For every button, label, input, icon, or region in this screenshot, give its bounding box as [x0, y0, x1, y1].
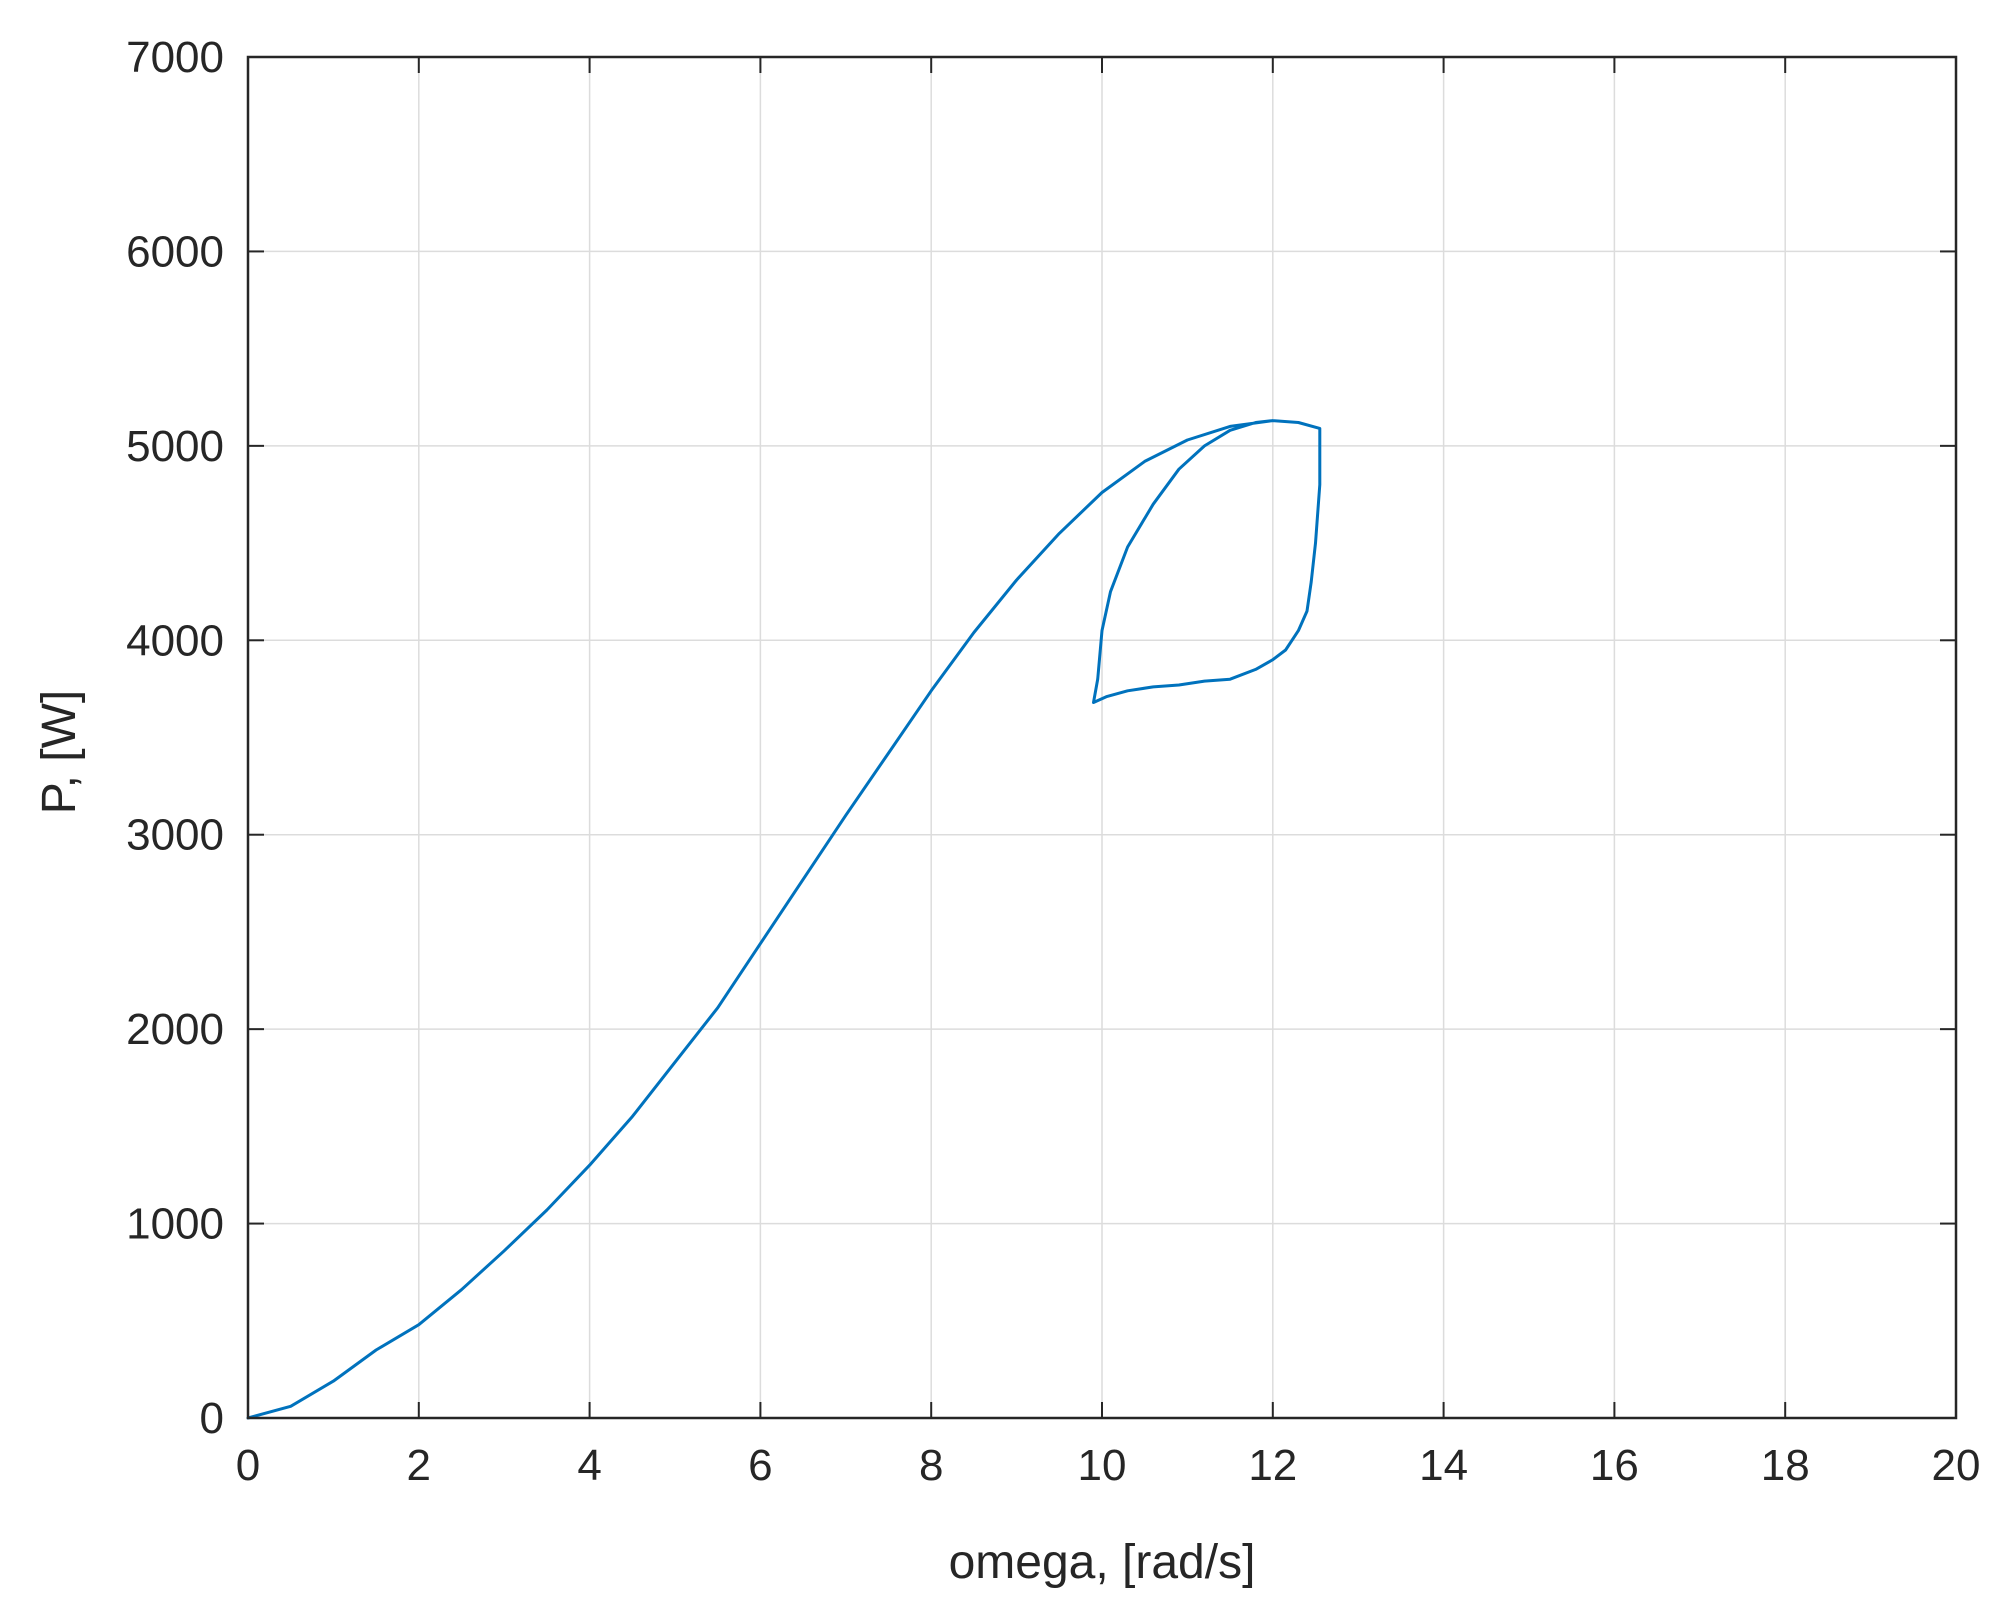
x-axis-label: omega, [rad/s]	[949, 1536, 1256, 1589]
axes-box	[246, 55, 1958, 1420]
y-axis-label: P, [W]	[33, 690, 86, 814]
series-line-0	[246, 419, 1322, 1420]
x-tick-label: 16	[1590, 1441, 1639, 1490]
x-tick-label: 12	[1248, 1441, 1297, 1490]
x-tick-label: 4	[577, 1441, 601, 1490]
x-tick-label: 20	[1932, 1441, 1981, 1490]
y-tick-label: 0	[200, 1394, 224, 1443]
axes	[246, 55, 1958, 1420]
y-tick-label: 5000	[126, 422, 224, 471]
y-tick-label: 7000	[126, 33, 224, 82]
x-tick-label: 6	[748, 1441, 772, 1490]
x-tick-label: 2	[407, 1441, 431, 1490]
tick-labels: 0 2 4 6 8 10 12 14 16 18 20 0 1000 2000 3000 4000 5000 60…	[126, 33, 1980, 1490]
y-tick-label: 2000	[126, 1005, 224, 1054]
x-tick-label: 0	[236, 1441, 260, 1490]
x-tick-label: 10	[1078, 1441, 1127, 1490]
series-layer	[246, 419, 1322, 1420]
x-tick-label: 18	[1761, 1441, 1810, 1490]
y-tick-label: 3000	[126, 811, 224, 860]
x-tick-label: 8	[919, 1441, 943, 1490]
y-tick-label: 4000	[126, 616, 224, 665]
y-tick-label: 1000	[126, 1200, 224, 1249]
x-tick-label: 14	[1419, 1441, 1468, 1490]
y-tick-label: 6000	[126, 227, 224, 276]
